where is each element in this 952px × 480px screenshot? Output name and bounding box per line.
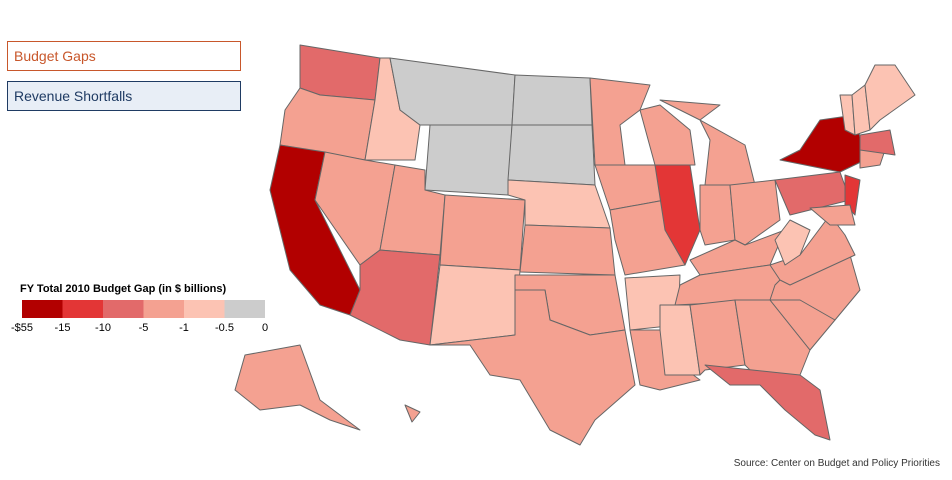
- legend-title: FY Total 2010 Budget Gap (in $ billions): [20, 283, 227, 295]
- state: [659, 304, 701, 376]
- state: [511, 74, 593, 126]
- state: [729, 179, 781, 246]
- state: [704, 364, 831, 441]
- state: [699, 119, 756, 186]
- state: [429, 289, 636, 446]
- state: [404, 404, 421, 423]
- state: [654, 164, 701, 266]
- legend: -$55 -15 -10 -5 -1 -0.5 0: [11, 300, 268, 334]
- legend-swatch: [62, 300, 103, 318]
- legend-label: -0.5: [215, 322, 234, 334]
- state: [769, 214, 856, 286]
- budget-gaps-button[interactable]: Budget Gaps: [7, 41, 241, 71]
- revenue-shortfalls-button[interactable]: Revenue Shortfalls: [7, 81, 241, 111]
- state: [809, 204, 856, 226]
- state: [519, 224, 616, 276]
- states: [234, 44, 916, 446]
- state: [429, 264, 521, 346]
- state: [859, 129, 896, 156]
- state: [234, 344, 361, 431]
- legend-swatch: [224, 300, 265, 318]
- source: Source: Center on Budget and Policy Prio…: [734, 458, 940, 469]
- legend-swatch: [184, 300, 225, 318]
- legend-label: -15: [55, 322, 71, 334]
- state: [639, 104, 696, 166]
- legend-label: -5: [139, 322, 149, 334]
- state: [659, 99, 721, 121]
- legend-label: -10: [95, 322, 111, 334]
- legend-swatch: [103, 300, 144, 318]
- state: [864, 64, 916, 131]
- state: [424, 124, 513, 196]
- state: [769, 254, 861, 321]
- legend-label: -$55: [11, 322, 33, 334]
- state: [389, 57, 516, 126]
- state: [349, 249, 441, 346]
- state: [589, 77, 651, 166]
- state: [507, 124, 596, 186]
- legend-swatch: [143, 300, 184, 318]
- legend-swatch: [22, 300, 63, 318]
- legend-label: 0: [262, 322, 268, 334]
- state: [699, 184, 736, 246]
- legend-label: -1: [179, 322, 189, 334]
- state: [439, 194, 526, 271]
- state: [774, 219, 811, 266]
